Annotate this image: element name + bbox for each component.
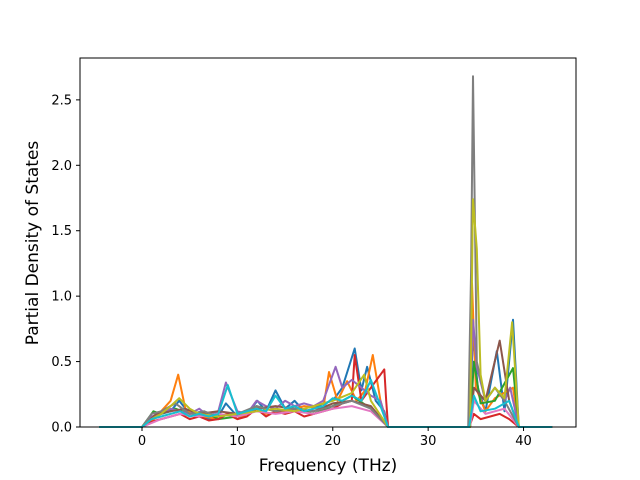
- y-tick-label: 0.5: [51, 355, 72, 370]
- series-line-8: [99, 75, 553, 428]
- x-tick-label: 10: [229, 434, 246, 449]
- x-tick-label: 30: [420, 434, 437, 449]
- series-line-9: [99, 198, 553, 428]
- y-tick-label: 0.0: [51, 421, 72, 436]
- y-tick-label: 2.0: [51, 159, 72, 174]
- x-tick-label: 0: [138, 434, 146, 449]
- y-axis-ticks: 0.0 0.5 1.0 1.5 2.0 2.5: [51, 93, 80, 436]
- plot-frame: [79, 57, 577, 428]
- x-axis-ticks: 0 10 20 30 40: [138, 427, 532, 449]
- series-layer: [99, 75, 553, 428]
- x-axis-label: Frequency (THz): [259, 456, 398, 476]
- y-axis-label: Partial Density of States: [23, 141, 43, 346]
- y-tick-label: 2.5: [51, 93, 72, 108]
- y-tick-label: 1.5: [51, 224, 72, 239]
- series-line-10: [99, 378, 553, 428]
- y-tick-label: 1.0: [51, 290, 72, 305]
- x-tick-label: 40: [515, 434, 532, 449]
- x-tick-label: 20: [324, 434, 341, 449]
